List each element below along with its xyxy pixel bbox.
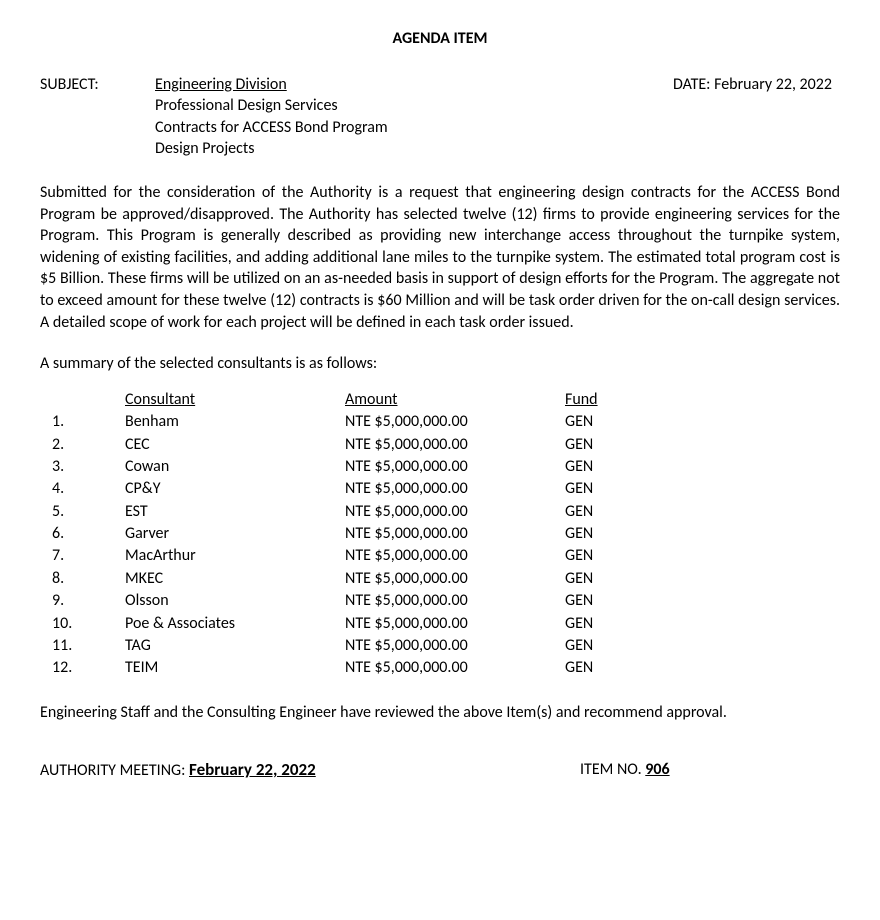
row-consultant: CEC bbox=[95, 434, 345, 456]
row-number: 12. bbox=[40, 657, 95, 679]
row-number: 7. bbox=[40, 545, 95, 567]
row-fund: GEN bbox=[565, 568, 685, 590]
row-amount: NTE $5,000,000.00 bbox=[345, 568, 565, 590]
row-number: 3. bbox=[40, 456, 95, 478]
row-amount: NTE $5,000,000.00 bbox=[345, 501, 565, 523]
row-fund: GEN bbox=[565, 657, 685, 679]
row-number: 6. bbox=[40, 523, 95, 545]
row-consultant: Olsson bbox=[95, 590, 345, 612]
row-consultant: EST bbox=[95, 501, 345, 523]
header-block: SUBJECT: Engineering Division Profession… bbox=[40, 74, 840, 160]
item-no-value: 906 bbox=[645, 760, 669, 779]
row-number: 9. bbox=[40, 590, 95, 612]
footer-row: AUTHORITY MEETING: February 22, 2022 ITE… bbox=[40, 759, 840, 782]
meeting-date: February 22, 2022 bbox=[189, 759, 316, 780]
row-fund: GEN bbox=[565, 613, 685, 635]
row-fund: GEN bbox=[565, 411, 685, 433]
table-header-row: Consultant Amount Fund bbox=[40, 389, 840, 411]
date-label: DATE: bbox=[673, 75, 714, 94]
col-fund-header: Fund bbox=[565, 389, 685, 411]
table-row: 6.GarverNTE $5,000,000.00GEN bbox=[40, 523, 840, 545]
subject-line-3: Contracts for ACCESS Bond Program bbox=[155, 117, 515, 139]
date-block: DATE: February 22, 2022 bbox=[515, 74, 840, 160]
row-amount: NTE $5,000,000.00 bbox=[345, 657, 565, 679]
consultant-table: Consultant Amount Fund 1.BenhamNTE $5,00… bbox=[40, 389, 840, 680]
agenda-title: AGENDA ITEM bbox=[40, 28, 840, 50]
row-number: 10. bbox=[40, 613, 95, 635]
col-consultant-header: Consultant bbox=[95, 389, 345, 411]
table-row: 12.TEIMNTE $5,000,000.00GEN bbox=[40, 657, 840, 679]
row-number: 8. bbox=[40, 568, 95, 590]
row-amount: NTE $5,000,000.00 bbox=[345, 523, 565, 545]
row-fund: GEN bbox=[565, 434, 685, 456]
row-amount: NTE $5,000,000.00 bbox=[345, 635, 565, 657]
row-consultant: MKEC bbox=[95, 568, 345, 590]
row-consultant: Garver bbox=[95, 523, 345, 545]
row-fund: GEN bbox=[565, 635, 685, 657]
row-fund: GEN bbox=[565, 478, 685, 500]
table-row: 1.BenhamNTE $5,000,000.00GEN bbox=[40, 411, 840, 433]
row-amount: NTE $5,000,000.00 bbox=[345, 411, 565, 433]
row-number: 2. bbox=[40, 434, 95, 456]
row-amount: NTE $5,000,000.00 bbox=[345, 478, 565, 500]
table-row: 9.OlssonNTE $5,000,000.00GEN bbox=[40, 590, 840, 612]
table-row: 3.CowanNTE $5,000,000.00GEN bbox=[40, 456, 840, 478]
subject-line-1: Engineering Division bbox=[155, 74, 515, 96]
row-consultant: TAG bbox=[95, 635, 345, 657]
table-row: 11.TAGNTE $5,000,000.00GEN bbox=[40, 635, 840, 657]
row-consultant: TEIM bbox=[95, 657, 345, 679]
item-no-label: ITEM NO. bbox=[580, 760, 645, 779]
row-consultant: CP&Y bbox=[95, 478, 345, 500]
table-row: 2.CECNTE $5,000,000.00GEN bbox=[40, 434, 840, 456]
row-amount: NTE $5,000,000.00 bbox=[345, 590, 565, 612]
row-fund: GEN bbox=[565, 501, 685, 523]
body-paragraph: Submitted for the consideration of the A… bbox=[40, 182, 840, 333]
row-fund: GEN bbox=[565, 456, 685, 478]
subject-label: SUBJECT: bbox=[40, 74, 155, 160]
meeting-label: AUTHORITY MEETING: bbox=[40, 761, 189, 780]
row-amount: NTE $5,000,000.00 bbox=[345, 434, 565, 456]
col-num-header bbox=[40, 389, 95, 411]
table-row: 8.MKECNTE $5,000,000.00GEN bbox=[40, 568, 840, 590]
row-number: 4. bbox=[40, 478, 95, 500]
meeting-block: AUTHORITY MEETING: February 22, 2022 bbox=[40, 759, 580, 782]
summary-intro: A summary of the selected consultants is… bbox=[40, 353, 840, 375]
table-row: 4.CP&YNTE $5,000,000.00GEN bbox=[40, 478, 840, 500]
row-consultant: Poe & Associates bbox=[95, 613, 345, 635]
row-number: 11. bbox=[40, 635, 95, 657]
row-fund: GEN bbox=[565, 523, 685, 545]
col-amount-header: Amount bbox=[345, 389, 565, 411]
table-row: 10.Poe & AssociatesNTE $5,000,000.00GEN bbox=[40, 613, 840, 635]
row-consultant: MacArthur bbox=[95, 545, 345, 567]
row-number: 1. bbox=[40, 411, 95, 433]
subject-line-2: Professional Design Services bbox=[155, 95, 515, 117]
table-row: 5.ESTNTE $5,000,000.00GEN bbox=[40, 501, 840, 523]
table-row: 7.MacArthurNTE $5,000,000.00GEN bbox=[40, 545, 840, 567]
row-consultant: Benham bbox=[95, 411, 345, 433]
row-number: 5. bbox=[40, 501, 95, 523]
item-no-block: ITEM NO. 906 bbox=[580, 759, 840, 782]
date-value: February 22, 2022 bbox=[714, 75, 832, 94]
row-fund: GEN bbox=[565, 545, 685, 567]
subject-body: Engineering Division Professional Design… bbox=[155, 74, 515, 160]
row-amount: NTE $5,000,000.00 bbox=[345, 456, 565, 478]
recommendation-text: Engineering Staff and the Consulting Eng… bbox=[40, 702, 840, 724]
row-consultant: Cowan bbox=[95, 456, 345, 478]
row-fund: GEN bbox=[565, 590, 685, 612]
subject-line-4: Design Projects bbox=[155, 138, 515, 160]
row-amount: NTE $5,000,000.00 bbox=[345, 613, 565, 635]
row-amount: NTE $5,000,000.00 bbox=[345, 545, 565, 567]
